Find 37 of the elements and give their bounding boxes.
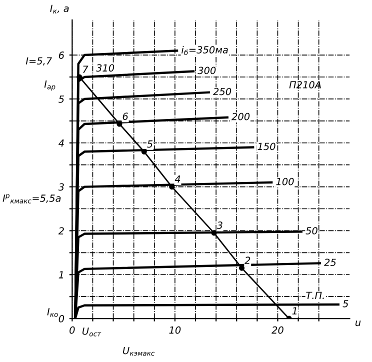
series-label: 250 [213,88,232,96]
series-label: 50 [306,227,318,234]
series-label: 100 [276,178,294,186]
x-axis-title: u [355,320,361,326]
text: U$_{ост}$ [82,328,102,336]
y-tick-label: 5 [58,96,64,103]
text: U$_{кэмакс}$ [123,346,155,356]
x-tick-label: 0 [70,326,75,334]
annotation: 4 [174,176,180,183]
series-label: 5 [342,300,348,308]
y-tick-label: 3 [58,183,64,191]
text: I$_{ар}$ [44,80,56,91]
x-tick-label: 20 [272,326,284,334]
annotation: Т.П. [306,292,324,299]
annotation: 2 [244,256,250,264]
series-label: 150 [258,142,276,150]
annotation: 5 [147,140,153,148]
annotation: П210А [289,81,321,88]
y-tick-label: 2 [58,227,64,234]
series-label: 200 [232,112,250,120]
y-axis-title: I$_{к}$, а [50,4,69,14]
series-label: 300 [198,66,216,74]
series-label: i$_{б}$=350ма [182,46,228,56]
y-tick-label: 1 [58,271,64,278]
text: I$^{р}$$_{кмакс}$=5,5а [2,194,61,204]
y-tick-label: 6 [58,52,64,59]
series-label: 25 [324,258,336,266]
y-tick-label: 0 [58,315,64,322]
text: I=5,7 [26,57,52,66]
annotation: 1 [292,307,297,314]
annotation: 7 [83,66,88,73]
y-tick-label: 4 [58,139,64,147]
annotation: 310 [96,64,114,72]
text: I$_{ко}$ [47,308,58,317]
annotation: 6 [122,112,128,120]
annotation: 3 [216,222,222,229]
x-tick-label: 10 [169,326,181,334]
